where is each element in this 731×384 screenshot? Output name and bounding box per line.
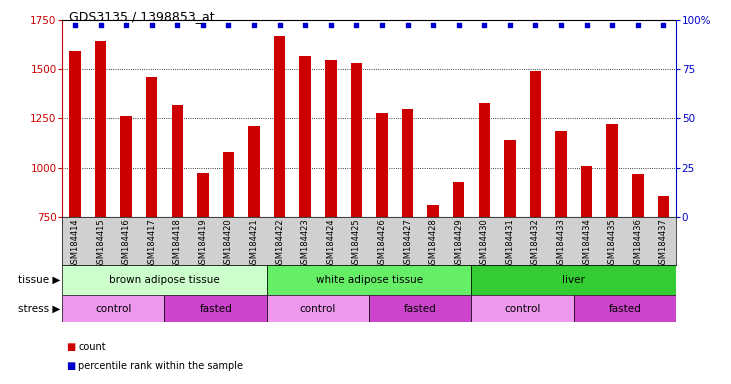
Text: GSM184421: GSM184421 (249, 218, 259, 268)
Text: control: control (300, 303, 336, 313)
Text: GSM184420: GSM184420 (224, 218, 233, 268)
Text: GSM184426: GSM184426 (377, 218, 387, 269)
Bar (504, 140, 515, 217)
Text: GSM184424: GSM184424 (326, 218, 336, 268)
Text: fasted: fasted (404, 303, 436, 313)
Text: white adipose tissue: white adipose tissue (316, 275, 423, 285)
Point (504, 22, 516, 28)
Text: GSM184414: GSM184414 (70, 218, 80, 268)
Text: GSM184430: GSM184430 (480, 218, 489, 269)
Bar (249, 126, 260, 217)
Text: GSM184423: GSM184423 (300, 218, 310, 269)
Bar (632, 174, 643, 217)
Point (376, 22, 387, 28)
Text: tissue ▶: tissue ▶ (18, 275, 60, 285)
Bar (62, 295, 164, 322)
Text: GSM184422: GSM184422 (275, 218, 284, 268)
Point (606, 22, 618, 28)
Bar (95, 41, 106, 217)
Point (581, 22, 593, 28)
Text: GSM184425: GSM184425 (352, 218, 361, 268)
Bar (658, 196, 669, 217)
Bar (351, 63, 362, 217)
Point (171, 22, 183, 28)
Point (197, 22, 209, 28)
Point (325, 22, 336, 28)
Text: GSM184437: GSM184437 (659, 218, 668, 269)
Bar (267, 265, 471, 295)
Bar (581, 166, 592, 217)
Bar (402, 109, 413, 217)
Text: count: count (78, 342, 106, 352)
Bar (274, 36, 285, 217)
Point (249, 22, 260, 28)
Bar (556, 131, 567, 217)
Text: GSM184431: GSM184431 (505, 218, 515, 269)
Bar (607, 124, 618, 217)
Bar (369, 295, 471, 322)
Text: percentile rank within the sample: percentile rank within the sample (78, 361, 243, 371)
Text: fasted: fasted (200, 303, 232, 313)
Text: GSM184435: GSM184435 (607, 218, 617, 269)
Bar (325, 60, 336, 217)
Bar (479, 103, 490, 217)
Point (145, 22, 158, 28)
Bar (300, 56, 311, 217)
Text: stress ▶: stress ▶ (18, 303, 60, 313)
Text: GSM184419: GSM184419 (198, 218, 208, 268)
Point (273, 22, 285, 28)
Bar (267, 295, 369, 322)
Point (300, 22, 311, 28)
Bar (223, 152, 234, 217)
Point (478, 22, 490, 28)
Bar (471, 265, 676, 295)
Bar (62, 265, 267, 295)
Bar (376, 113, 387, 217)
Text: fasted: fasted (609, 303, 641, 313)
Point (658, 22, 670, 28)
Text: GSM184433: GSM184433 (556, 218, 566, 269)
Text: ■: ■ (66, 361, 75, 371)
Text: brown adipose tissue: brown adipose tissue (109, 275, 220, 285)
Bar (146, 77, 157, 217)
Point (556, 22, 567, 28)
Text: GSM184418: GSM184418 (173, 218, 182, 269)
Bar (428, 205, 439, 217)
Point (529, 22, 541, 28)
Bar (197, 173, 208, 217)
Bar (471, 295, 574, 322)
Bar (172, 105, 183, 217)
Bar (530, 71, 541, 217)
Point (222, 22, 234, 28)
Point (453, 22, 465, 28)
Point (120, 22, 132, 28)
Text: GSM184432: GSM184432 (531, 218, 540, 269)
Bar (121, 116, 132, 217)
Text: GSM184427: GSM184427 (403, 218, 412, 269)
Bar (164, 295, 267, 322)
Text: GSM184415: GSM184415 (96, 218, 105, 268)
Text: GDS3135 / 1398853_at: GDS3135 / 1398853_at (69, 10, 215, 23)
Text: liver: liver (562, 275, 586, 285)
Text: GSM184429: GSM184429 (454, 218, 463, 268)
Text: GSM184428: GSM184428 (428, 218, 438, 269)
Point (632, 22, 644, 28)
Bar (453, 182, 464, 217)
Text: control: control (95, 303, 132, 313)
Point (351, 22, 363, 28)
Point (95, 22, 107, 28)
Text: GSM184434: GSM184434 (582, 218, 591, 269)
Text: GSM184416: GSM184416 (121, 218, 131, 269)
Bar (574, 295, 676, 322)
Text: GSM184417: GSM184417 (147, 218, 156, 269)
Text: control: control (504, 303, 541, 313)
Text: ■: ■ (66, 342, 75, 352)
Point (69, 22, 81, 28)
Point (427, 22, 439, 28)
Point (402, 22, 414, 28)
Bar (69, 51, 80, 217)
Text: GSM184436: GSM184436 (633, 218, 643, 269)
